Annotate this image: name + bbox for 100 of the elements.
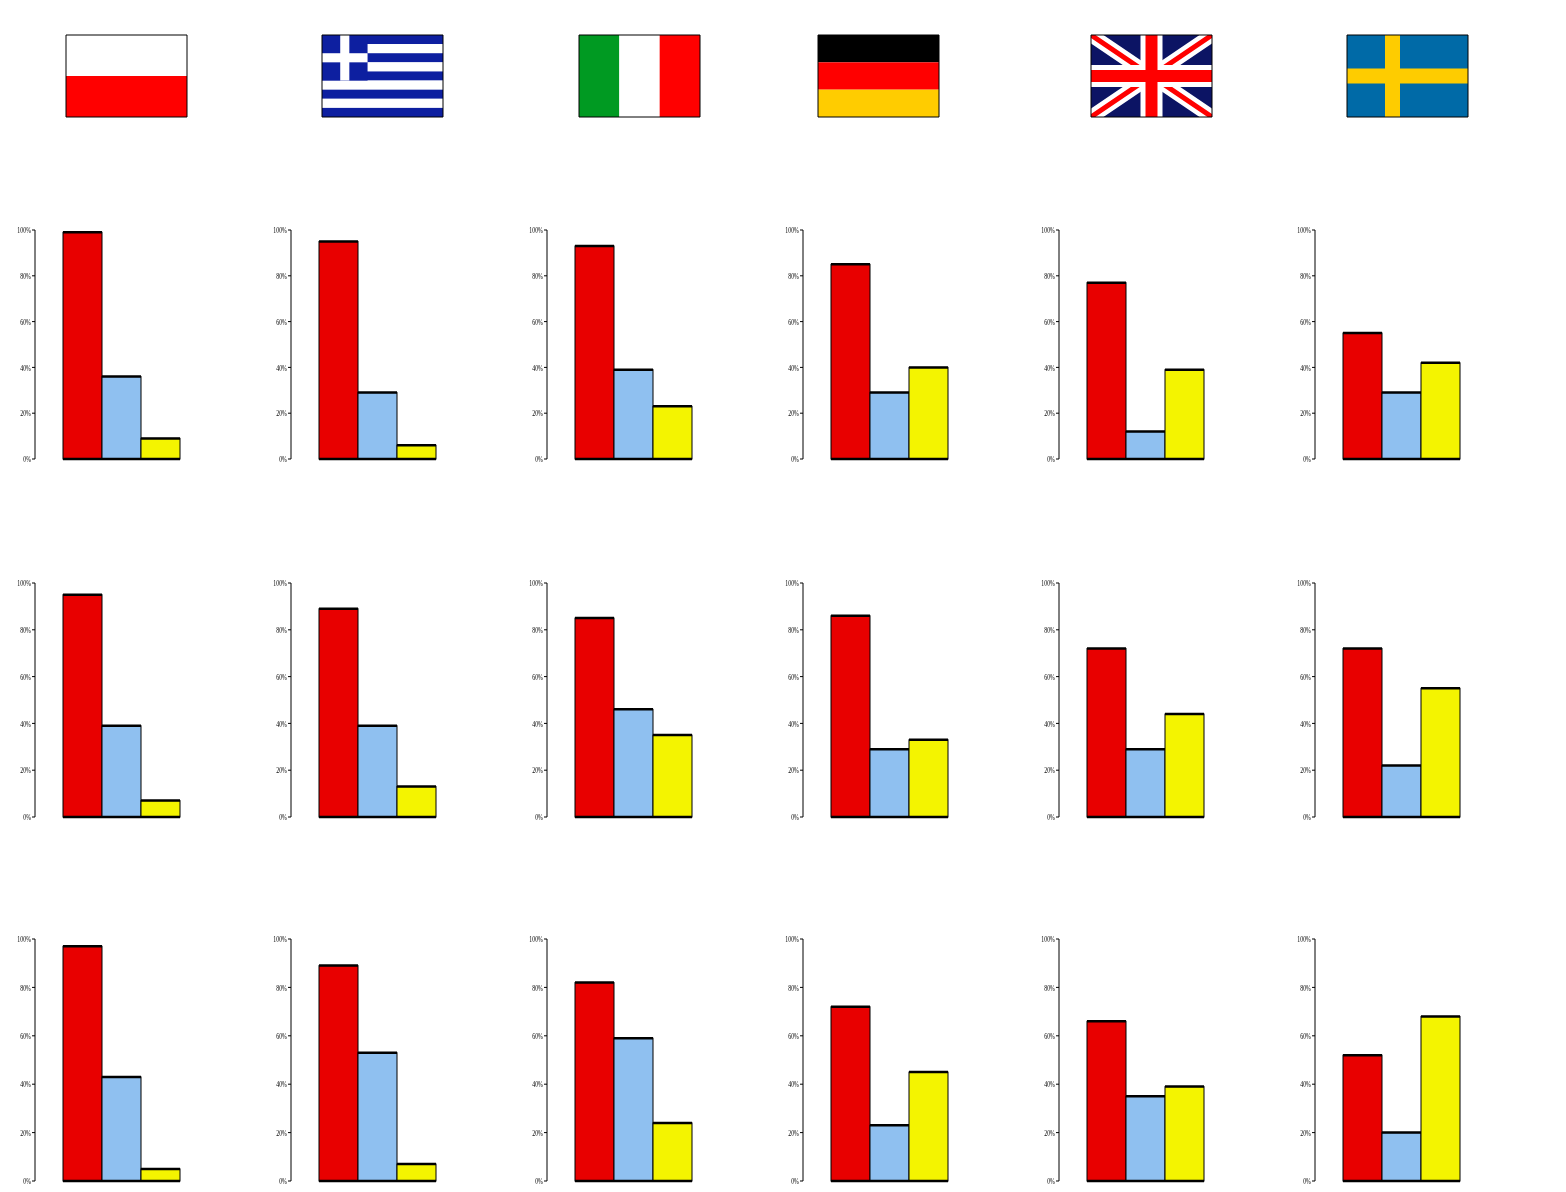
y-tick-label: 60% [1044, 316, 1056, 328]
y-tick-label: 0% [1047, 811, 1056, 823]
y-tick-label: 40% [788, 362, 800, 373]
y-tick-label: 0% [535, 811, 544, 823]
y-tick-label: 80% [788, 270, 800, 282]
y-tick-label: 0% [279, 811, 288, 823]
y-tick-label: 20% [1044, 765, 1056, 776]
y-tick-label: 20% [788, 408, 800, 419]
y-tick-label: 40% [276, 362, 288, 373]
y-tick-label: 60% [276, 671, 288, 683]
y-tick-label: 80% [1044, 270, 1056, 282]
y-tick-label: 80% [276, 982, 288, 993]
y-tick-label: 20% [276, 765, 288, 776]
y-tick-label: 20% [20, 408, 32, 419]
y-tick-label: 0% [23, 811, 32, 823]
y-tick-label: 40% [532, 1079, 544, 1090]
y-tick-label: 40% [20, 718, 32, 729]
y-tick-label: 100% [1297, 577, 1312, 589]
y-tick-label: 60% [276, 1030, 288, 1042]
y-tick-label: 20% [1044, 408, 1056, 419]
y-tick-label: 20% [788, 1127, 800, 1139]
y-tick-label: 40% [788, 1079, 800, 1090]
y-tick-label: 40% [788, 718, 800, 729]
y-tick-label: 60% [532, 671, 544, 683]
y-tick-label: 80% [532, 624, 544, 636]
y-tick-label: 20% [532, 408, 544, 419]
y-tick-label: 20% [20, 765, 32, 776]
y-tick-label: 0% [535, 453, 544, 465]
y-tick-label: 60% [532, 1030, 544, 1042]
y-tick-label: 40% [20, 362, 32, 373]
y-tick-label: 60% [1300, 671, 1312, 683]
y-tick-label: 100% [1041, 577, 1056, 589]
y-tick-label: 0% [23, 453, 32, 465]
y-tick-label: 60% [276, 316, 288, 328]
y-tick-label: 20% [532, 765, 544, 776]
y-tick-label: 100% [17, 933, 32, 945]
y-tick-label: 60% [1044, 671, 1056, 683]
y-tick-label: 100% [529, 933, 544, 945]
y-tick-label: 40% [532, 362, 544, 373]
y-tick-label: 20% [1300, 765, 1312, 776]
y-tick-label: 20% [276, 1127, 288, 1139]
y-tick-label: 80% [20, 624, 32, 636]
y-tick-label: 40% [276, 1079, 288, 1090]
y-tick-label: 0% [791, 1175, 800, 1187]
y-tick-label: 0% [279, 1175, 288, 1187]
y-tick-label: 80% [276, 624, 288, 636]
y-tick-label: 40% [1300, 718, 1312, 729]
y-tick-label: 100% [785, 933, 800, 945]
y-tick-label: 0% [535, 1175, 544, 1187]
y-tick-label: 80% [20, 270, 32, 282]
y-tick-label: 80% [1300, 982, 1312, 993]
y-tick-label: 80% [20, 982, 32, 993]
y-tick-label: 20% [1044, 1127, 1056, 1139]
y-tick-label: 40% [1300, 1079, 1312, 1090]
y-tick-label: 20% [20, 1127, 32, 1139]
y-tick-label: 80% [1300, 270, 1312, 282]
y-tick-label: 80% [532, 270, 544, 282]
y-tick-label: 100% [17, 224, 32, 236]
y-tick-label: 100% [1297, 224, 1312, 236]
y-tick-label: 80% [532, 982, 544, 993]
y-tick-label: 100% [529, 577, 544, 589]
y-tick-label: 0% [1303, 1175, 1312, 1187]
y-tick-label: 100% [785, 224, 800, 236]
y-tick-label: 100% [17, 577, 32, 589]
y-tick-label: 60% [788, 1030, 800, 1042]
y-tick-label: 100% [529, 224, 544, 236]
y-tick-label: 100% [785, 577, 800, 589]
y-tick-label: 40% [20, 1079, 32, 1090]
y-tick-label: 60% [20, 316, 32, 328]
y-tick-label: 60% [1044, 1030, 1056, 1042]
y-tick-label: 40% [1044, 1079, 1056, 1090]
y-tick-label: 100% [273, 933, 288, 945]
y-tick-label: 60% [788, 316, 800, 328]
y-tick-label: 60% [788, 671, 800, 683]
y-tick-label: 40% [1044, 362, 1056, 373]
y-tick-label: 0% [279, 453, 288, 465]
y-tick-label: 20% [788, 765, 800, 776]
y-tick-label: 40% [276, 718, 288, 729]
y-tick-label: 100% [1297, 933, 1312, 945]
y-tick-label: 60% [1300, 316, 1312, 328]
y-tick-label: 80% [788, 624, 800, 636]
y-tick-label: 60% [20, 1030, 32, 1042]
y-tick-label: 60% [532, 316, 544, 328]
y-tick-label: 40% [532, 718, 544, 729]
y-tick-label: 100% [1041, 933, 1056, 945]
y-tick-label: 20% [276, 408, 288, 419]
y-tick-label: 0% [23, 1175, 32, 1187]
y-tick-label: 60% [1300, 1030, 1312, 1042]
y-tick-label: 0% [1303, 453, 1312, 465]
y-tick-label: 20% [1300, 408, 1312, 419]
y-tick-label: 0% [1303, 811, 1312, 823]
y-tick-label: 80% [1044, 624, 1056, 636]
y-tick-label: 100% [273, 577, 288, 589]
y-tick-label: 0% [791, 453, 800, 465]
y-tick-label: 80% [1044, 982, 1056, 993]
y-tick-label: 80% [788, 982, 800, 993]
y-tick-label: 20% [532, 1127, 544, 1139]
y-tick-label: 80% [276, 270, 288, 282]
y-tick-label: 100% [1041, 224, 1056, 236]
y-tick-label: 100% [273, 224, 288, 236]
